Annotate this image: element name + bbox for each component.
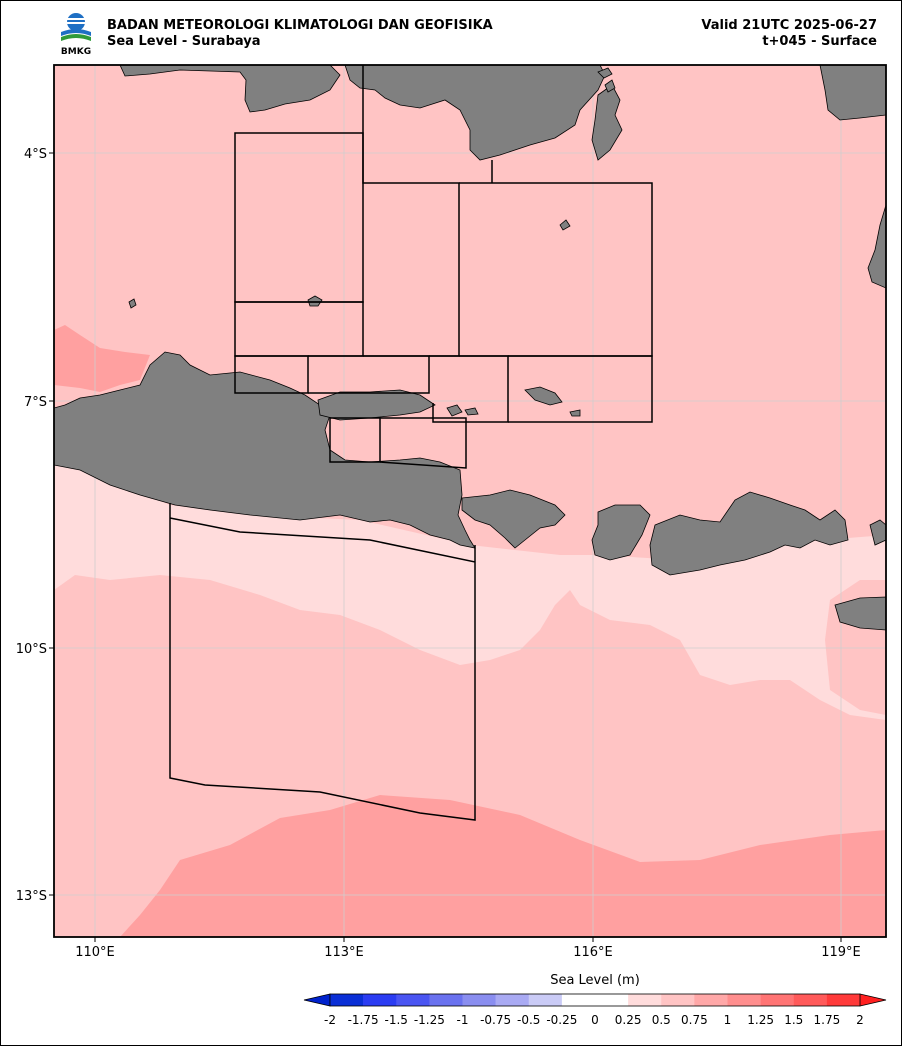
colorbar-tick-label: -1 [457,1013,469,1027]
gridlines [54,65,886,937]
colorbar-tick-label: 0.25 [615,1013,642,1027]
land [54,65,886,631]
colorbar-tick-label: -1.25 [414,1013,445,1027]
colorbar: -2 -1.75 -1.5 -1.25 -1 -0.75 -0.5 -0.25 0 0.25 0.5… [303,993,887,1027]
valid-time: Valid 21UTC 2025-06-27 [701,18,877,33]
land-islet-6 [604,79,616,93]
logo-text: BMKG [61,47,91,56]
colorbar-tick-label: 1 [724,1013,732,1027]
colorbar-swatch [495,994,530,1006]
colorbar-swatch [330,994,364,1006]
land-bali [461,489,566,549]
colorbar-title: Sea Level (m) [550,973,640,988]
colorbar-tick-label: -0.5 [517,1013,540,1027]
colorbar-tick-label: 0 [591,1013,599,1027]
lead-time: t+045 - Surface [762,34,877,49]
land-borneo-west [119,65,341,113]
land-java [54,351,476,549]
colorbar-swatch [561,994,596,1006]
lon-tick-label: 113°E [324,945,364,960]
colorbar-extend-high [859,993,887,1007]
colorbar-swatch [661,994,695,1006]
land-islet-4 [128,298,137,309]
land-sumba [834,596,886,631]
org-name: BADAN METEOROLOGI KLIMATOLOGI DAN GEOFIS… [107,18,493,33]
land-borneo-east [591,84,623,161]
sea-band-low [54,462,886,720]
colorbar-swatch [826,994,861,1006]
colorbar-tick-label: 1.5 [784,1013,803,1027]
colorbar-swatch [429,994,463,1006]
sea-band-high-west [54,325,150,392]
sea-band-high-south [54,795,886,937]
map-border [53,64,887,938]
land-sulawesi-sw [867,204,886,289]
bmkg-logo-icon: BMKG [58,12,94,57]
colorbar-tick-label: -0.75 [480,1013,511,1027]
colorbar-tick-label: 2 [856,1013,864,1027]
region-boundaries [169,65,653,821]
colorbar-swatch [694,994,728,1006]
lat-tick-label: 13°S [16,889,47,904]
lon-tick-label: 119°E [821,945,861,960]
lat-tick-label: 7°S [24,395,47,410]
region-kangean-east [508,355,653,423]
colorbar-tick-label: 0.75 [681,1013,708,1027]
region-madura-north [308,355,430,394]
land-kangean [524,386,563,406]
colorbar-swatch [363,994,397,1006]
land-bawean [307,295,323,307]
colorbar-swatch [396,994,430,1006]
lon-tick-label: 110°E [75,945,115,960]
colorbar-swatch [727,994,761,1006]
map-area [54,65,886,937]
land-islet-1 [464,407,479,416]
lon-axis: 110°E 113°E 116°E 119°E [75,937,861,960]
header-left: BADAN METEOROLOGI KLIMATOLOGI DAN GEOFIS… [107,18,493,50]
colorbar-swatch [462,994,496,1006]
colorbar-outline [329,993,861,1007]
lon-tick-label: 116°E [573,945,613,960]
land-islet-5 [597,67,613,79]
colorbar-tick-label: 0.5 [652,1013,671,1027]
colorbar-extend-low [303,993,331,1007]
lat-tick-label: 10°S [16,642,47,657]
lat-axis: 4°S 7°S 10°S 13°S [16,147,54,904]
land-borneo-ne [819,65,886,121]
colorbar-tick-label: -0.25 [546,1013,577,1027]
colorbar-tick-label: -2 [324,1013,336,1027]
land-lombok [591,504,651,561]
land-madura [317,389,436,421]
colorbar-swatch [793,994,828,1006]
land-sapudi [446,404,463,417]
colorbar-tick-label: -1.5 [385,1013,408,1027]
land-sumbawa [649,491,849,576]
lat-tick-label: 4°S [24,147,47,162]
product-title: Sea Level - Surabaya [107,34,261,49]
header-right: Valid 21UTC 2025-06-27 t+045 - Surface [701,18,877,50]
colorbar-swatch [628,994,662,1006]
colorbar-swatch [528,994,563,1006]
region-south-java [169,503,476,821]
land-borneo-central [344,65,606,161]
colorbar-swatch [760,994,795,1006]
land-sumbawa-east [869,519,886,546]
colorbar-swatch [595,994,629,1006]
region-bali-strait-north [379,417,467,469]
land-islet-3 [559,219,571,231]
colorbar-tick-label: -1.75 [348,1013,379,1027]
land-islet-2 [569,409,581,417]
colorbar-tick-label: 1.75 [814,1013,841,1027]
colorbar-tick-label: 1.25 [747,1013,774,1027]
